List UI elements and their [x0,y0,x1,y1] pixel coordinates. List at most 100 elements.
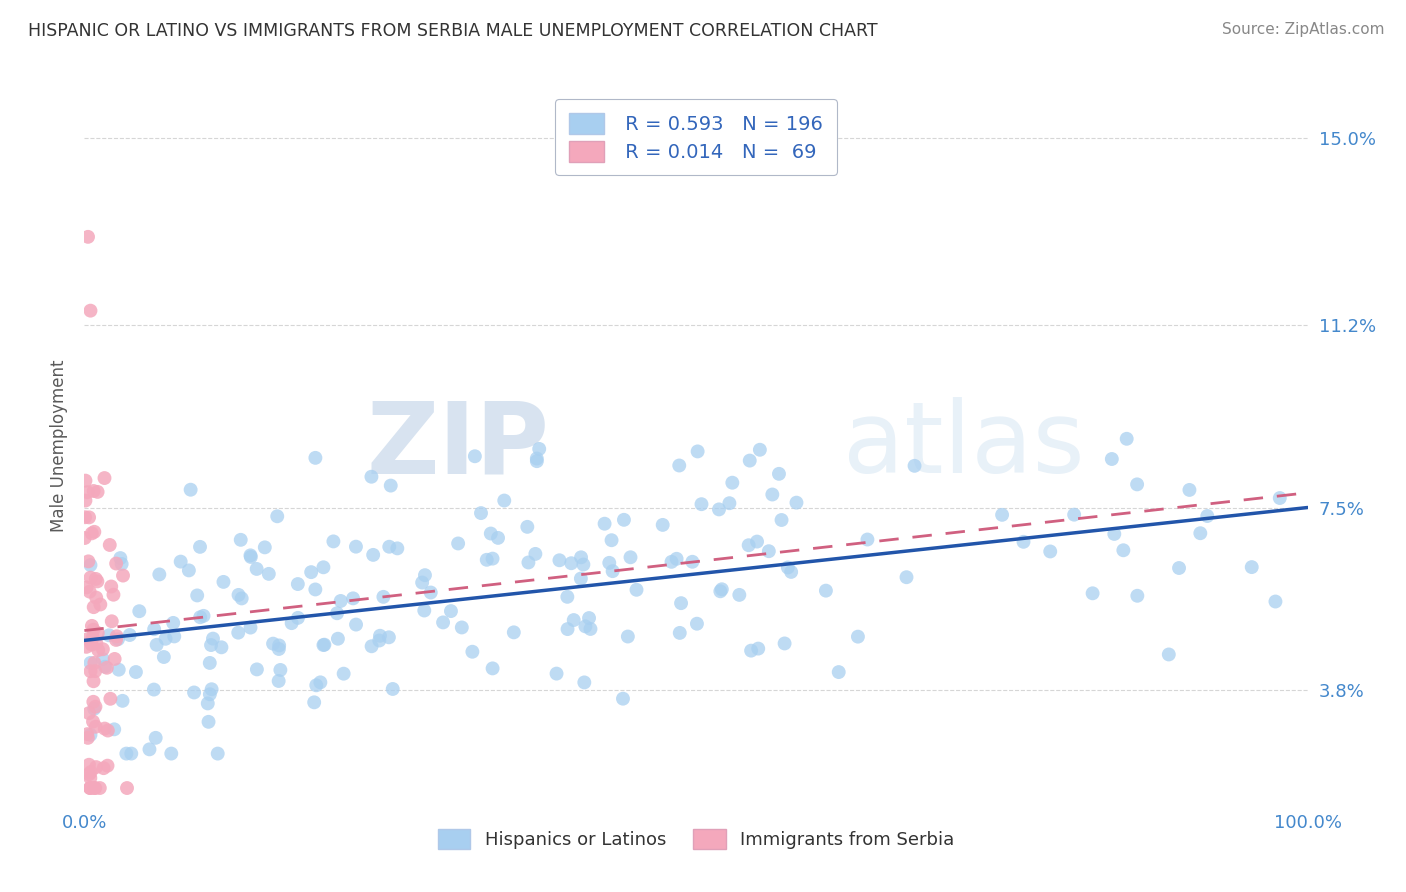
Point [94,659,117,673]
Point [105,632,128,647]
Point [84,572,107,586]
Point [557,622,579,636]
Point [305,678,328,692]
Point [728,588,751,602]
Point [77,554,100,568]
Point [1039,544,1062,558]
Point [162,615,184,630]
Point [228,588,250,602]
Point [312,638,335,652]
Point [87,626,110,640]
Point [380,478,402,492]
Point [304,450,326,465]
Point [197,714,219,729]
Point [481,551,503,566]
Point [115,780,138,795]
Point [83,702,105,716]
Point [475,553,498,567]
Point [574,619,596,633]
Point [201,632,224,646]
Point [517,556,540,570]
Point [526,454,548,468]
Point [1081,586,1104,600]
Point [96,661,118,675]
Point [461,645,484,659]
Point [432,615,454,630]
Point [76,727,98,741]
Point [226,625,249,640]
Point [613,513,636,527]
Point [84,699,107,714]
Point [574,675,596,690]
Point [342,591,364,606]
Point [170,555,193,569]
Point [287,577,309,591]
Point [516,520,538,534]
Point [299,565,322,579]
Point [83,674,105,689]
Point [1115,432,1137,446]
Point [84,591,107,605]
Point [1268,491,1291,505]
Text: HISPANIC OR LATINO VS IMMIGRANTS FROM SERBIA MALE UNEMPLOYMENT CORRELATION CHART: HISPANIC OR LATINO VS IMMIGRANTS FROM SE… [28,22,877,40]
Point [262,637,284,651]
Point [494,493,516,508]
Point [1197,508,1219,523]
Point [82,631,104,645]
Point [269,663,291,677]
Point [557,590,579,604]
Point [79,571,101,585]
Point [896,570,918,584]
Point [103,588,125,602]
Point [83,524,105,539]
Point [93,722,115,736]
Point [212,574,235,589]
Point [77,706,100,721]
Point [524,547,547,561]
Point [84,720,107,734]
Point [721,475,744,490]
Point [107,663,129,677]
Point [314,638,336,652]
Point [77,230,100,244]
Point [148,567,170,582]
Point [79,584,101,599]
Point [105,629,128,643]
Point [96,758,118,772]
Point [75,474,97,488]
Point [198,687,221,701]
Point [200,638,222,652]
Point [776,560,799,574]
Point [193,608,215,623]
Point [155,632,177,646]
Point [344,617,367,632]
Point [269,639,291,653]
Text: Source: ZipAtlas.com: Source: ZipAtlas.com [1222,22,1385,37]
Point [79,558,101,572]
Point [107,632,129,647]
Point [91,652,114,666]
Text: ZIP: ZIP [367,398,550,494]
Point [153,650,176,665]
Point [83,656,105,670]
Point [207,747,229,761]
Point [617,630,640,644]
Point [253,541,276,555]
Point [97,723,120,738]
Point [373,590,395,604]
Point [138,742,160,756]
Point [710,582,733,597]
Point [387,541,409,556]
Point [470,506,492,520]
Point [447,536,470,550]
Point [332,666,354,681]
Point [80,619,103,633]
Point [619,550,641,565]
Point [77,757,100,772]
Point [128,604,150,618]
Point [579,622,602,636]
Point [86,574,108,589]
Point [626,582,648,597]
Point [309,675,332,690]
Point [105,557,128,571]
